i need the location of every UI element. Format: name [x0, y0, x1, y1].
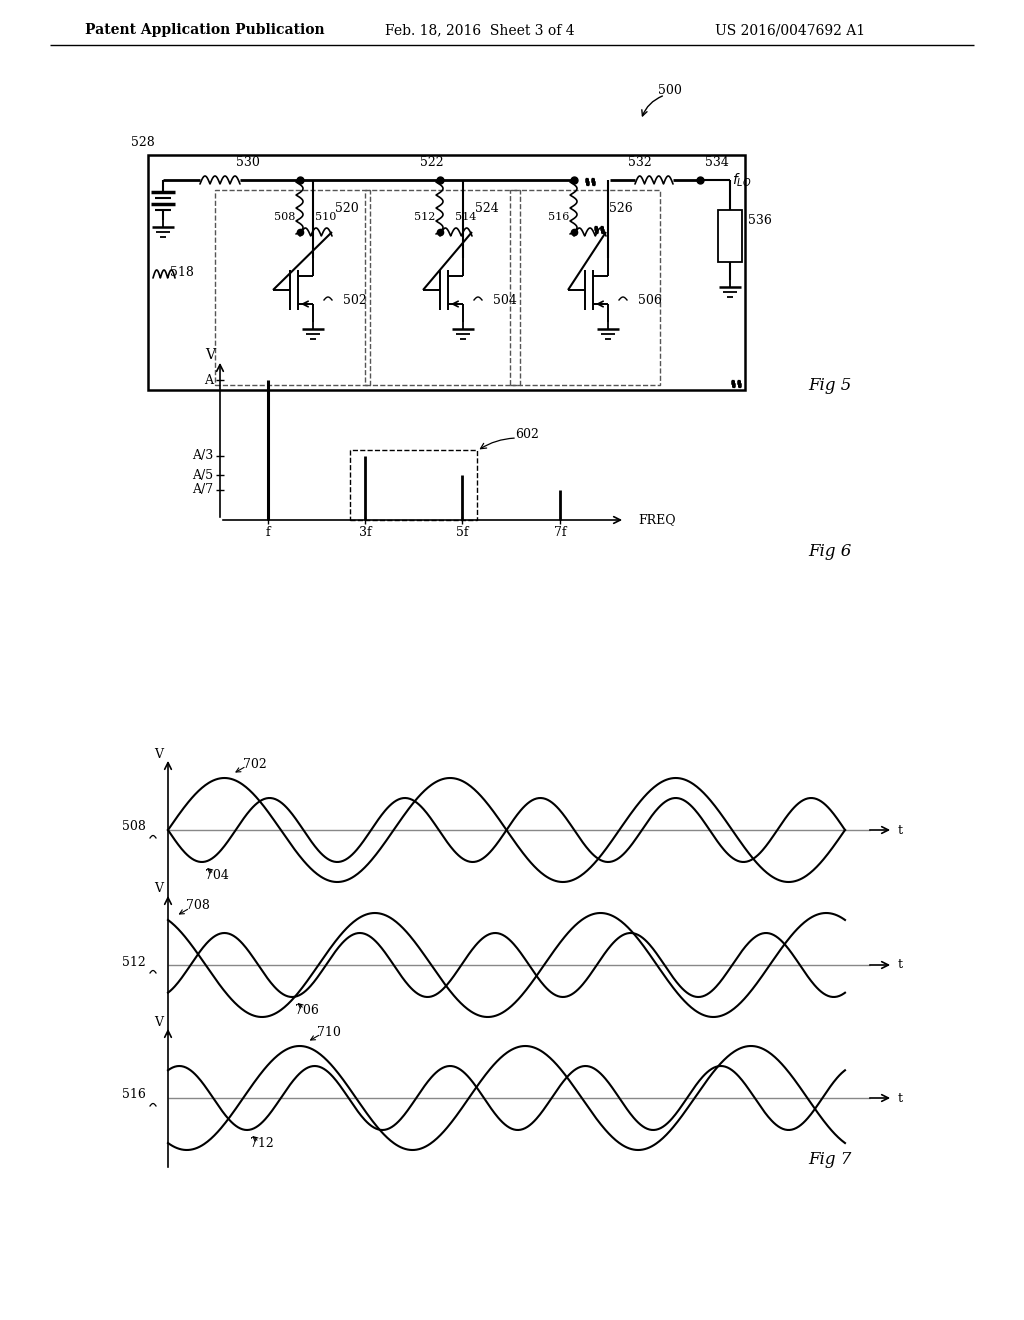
Text: 530: 530 [237, 156, 260, 169]
Text: 3f: 3f [358, 527, 372, 540]
Text: 7f: 7f [554, 527, 566, 540]
Text: Feb. 18, 2016  Sheet 3 of 4: Feb. 18, 2016 Sheet 3 of 4 [385, 22, 574, 37]
Text: V: V [154, 747, 163, 760]
Text: t: t [897, 824, 902, 837]
Bar [350, 450, 477, 520]
Text: 508: 508 [122, 821, 146, 833]
Text: Fig 5: Fig 5 [808, 376, 852, 393]
Text: FREQ: FREQ [638, 513, 676, 527]
Bar [215, 190, 370, 385]
Text: Fig 6: Fig 6 [808, 544, 852, 561]
Text: 536: 536 [748, 214, 772, 227]
Text: t: t [897, 958, 902, 972]
Text: 518: 518 [170, 265, 194, 279]
Text: 514: 514 [456, 213, 477, 222]
Bar [365, 190, 520, 385]
Text: A/5: A/5 [191, 469, 213, 482]
Text: 5f: 5f [456, 527, 468, 540]
Text: 706: 706 [295, 1005, 319, 1018]
Text: A: A [204, 374, 213, 387]
Text: 524: 524 [475, 202, 499, 214]
Text: V: V [154, 1015, 163, 1028]
Text: 500: 500 [658, 83, 682, 96]
Text: 506: 506 [638, 293, 662, 306]
Text: V: V [205, 348, 215, 362]
Text: 534: 534 [705, 156, 729, 169]
Text: t: t [897, 1092, 902, 1105]
Text: Fig 7: Fig 7 [808, 1151, 852, 1168]
Text: US 2016/0047692 A1: US 2016/0047692 A1 [715, 22, 865, 37]
Text: 522: 522 [420, 156, 443, 169]
Text: V: V [154, 883, 163, 895]
Text: 526: 526 [609, 202, 633, 214]
Text: 520: 520 [335, 202, 358, 214]
Text: $f_{LO}$: $f_{LO}$ [732, 172, 752, 189]
Bar [148, 154, 745, 389]
Text: 516: 516 [122, 1089, 146, 1101]
Bar [510, 190, 660, 385]
Text: A/7: A/7 [191, 483, 213, 496]
Text: 702: 702 [243, 758, 266, 771]
Text: 710: 710 [317, 1026, 341, 1039]
Text: A/3: A/3 [191, 450, 213, 462]
Text: 528: 528 [131, 136, 155, 149]
Text: 504: 504 [493, 293, 517, 306]
Text: 510: 510 [315, 213, 337, 222]
Text: 532: 532 [628, 156, 652, 169]
Text: 508: 508 [273, 213, 295, 222]
Text: Patent Application Publication: Patent Application Publication [85, 22, 325, 37]
Text: 602: 602 [515, 428, 539, 441]
Text: f: f [265, 527, 270, 540]
Text: 708: 708 [186, 899, 210, 912]
Text: 704: 704 [205, 870, 228, 883]
Bar [718, 210, 742, 261]
Text: 512: 512 [414, 213, 435, 222]
Text: 516: 516 [548, 213, 569, 222]
Text: 512: 512 [122, 956, 146, 969]
Text: 712: 712 [250, 1138, 274, 1151]
Text: 502: 502 [343, 293, 367, 306]
